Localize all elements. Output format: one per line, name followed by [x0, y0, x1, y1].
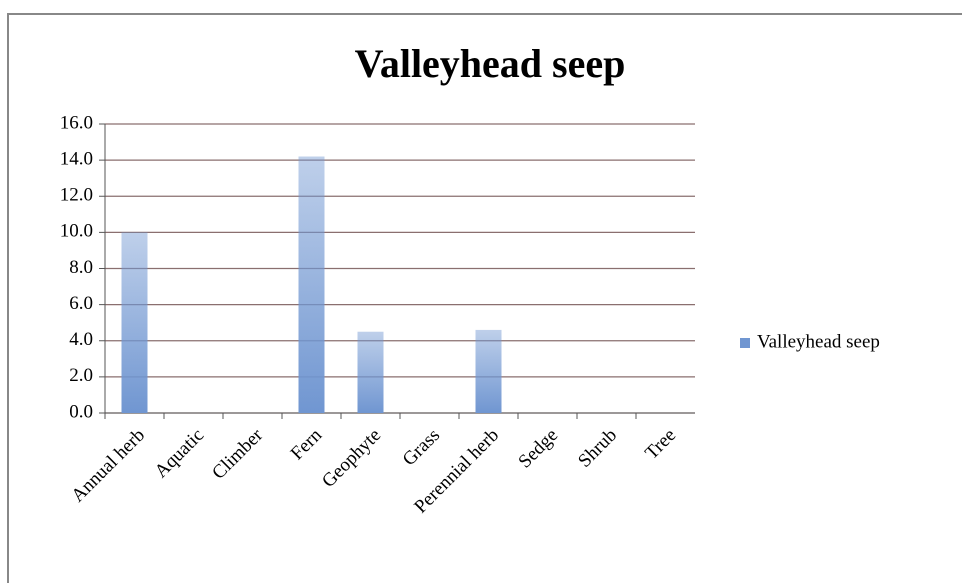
chart-frame — [7, 13, 962, 583]
y-tick-label: 4.0 — [69, 329, 93, 350]
y-tick-label: 6.0 — [69, 293, 93, 314]
y-tick-label: 2.0 — [69, 365, 93, 386]
y-tick-label: 16.0 — [60, 112, 93, 133]
bar — [475, 329, 502, 413]
bar — [121, 232, 148, 413]
y-tick-label: 10.0 — [60, 221, 93, 242]
bar — [357, 331, 384, 413]
legend-label: Valleyhead seep — [757, 331, 880, 352]
legend-swatch — [740, 338, 750, 348]
chart-title: Valleyhead seep — [355, 41, 626, 86]
y-tick-label: 8.0 — [69, 257, 93, 278]
bar — [298, 156, 325, 413]
y-tick-label: 0.0 — [69, 401, 93, 422]
y-tick-label: 14.0 — [60, 148, 93, 169]
y-tick-label: 12.0 — [60, 185, 93, 206]
